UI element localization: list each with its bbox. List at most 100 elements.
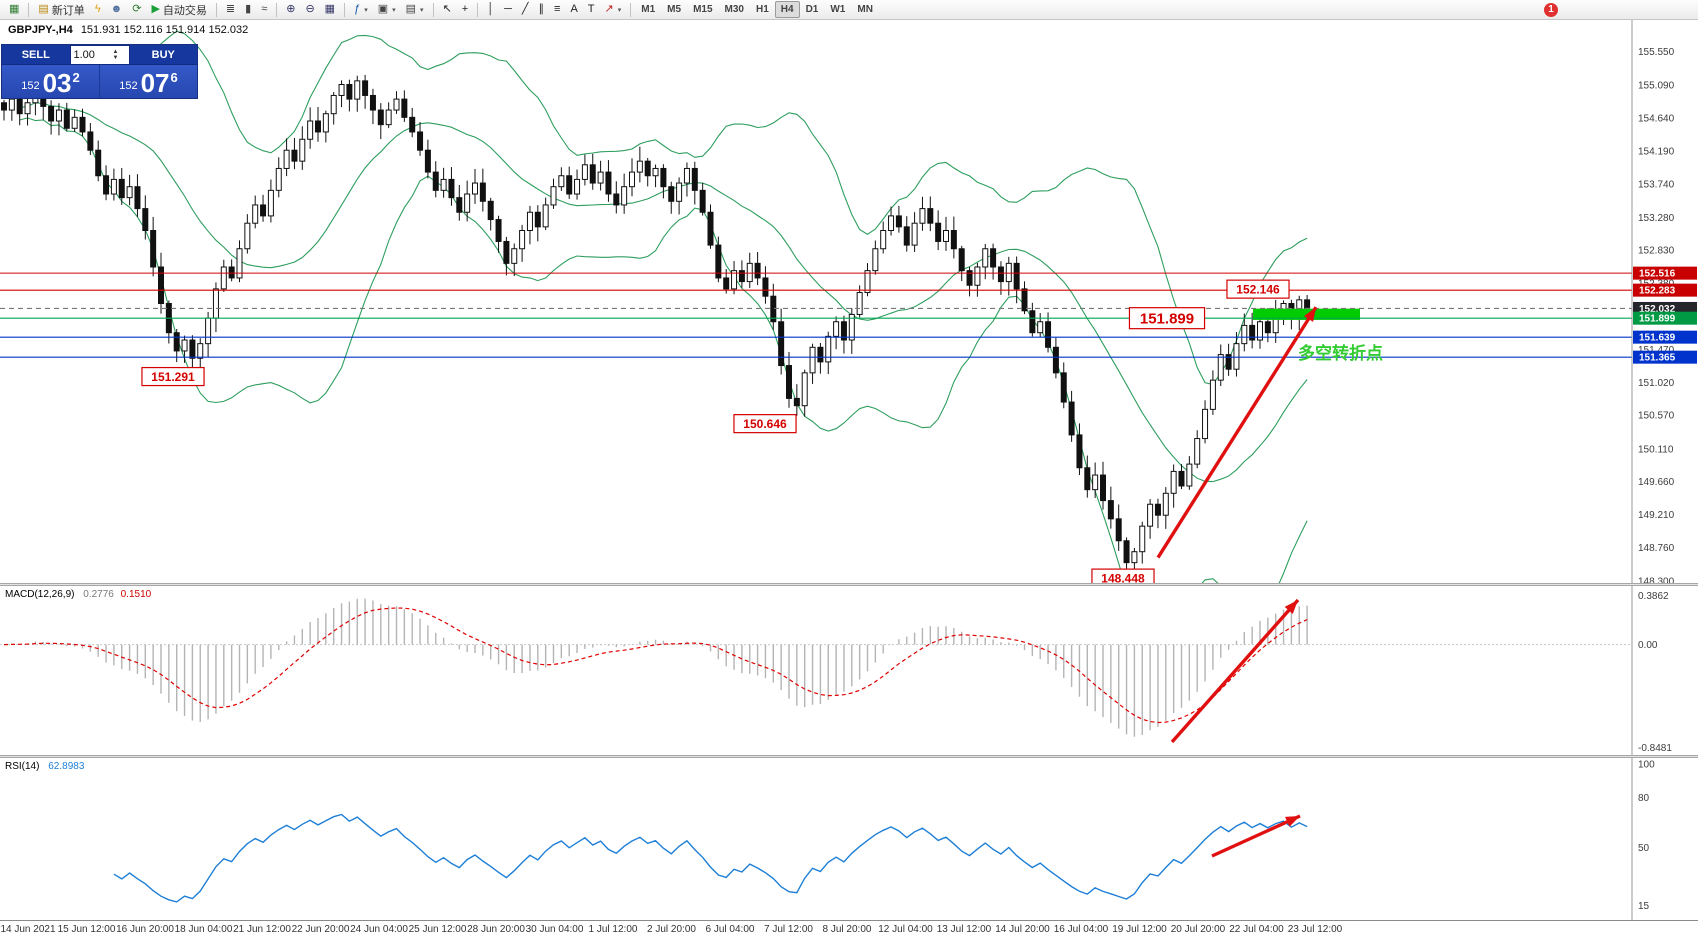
timeframe-H4[interactable]: H4 (774, 1, 800, 18)
macd-canvas[interactable]: 0.3862 0.00 -0.8481 (0, 586, 1698, 755)
time-label: 19 Jul 12:00 (1112, 924, 1167, 935)
timeframe-D1[interactable]: D1 (805, 4, 819, 15)
volume-up-icon[interactable]: ▲ (112, 49, 119, 55)
ohlc-values: 151.931 152.116 151.914 152.032 (80, 24, 249, 36)
notification-badge[interactable]: 1 (1544, 2, 1558, 17)
sell-price-big: 03 (42, 68, 72, 98)
arrow-style-icon[interactable]: ↗ ▾ (600, 1, 627, 18)
buy-price-prefix: 152 (119, 80, 138, 92)
pane-splitter[interactable] (0, 755, 1698, 758)
chart-window-icon[interactable]: ▦ (4, 1, 24, 18)
svg-text:15: 15 (1638, 901, 1650, 912)
timeframe-M5[interactable]: M5 (667, 4, 682, 15)
new-order-button-glyph: ▤ (38, 3, 49, 15)
time-label: 25 Jun 12:00 (408, 924, 467, 935)
svg-text:50: 50 (1638, 843, 1650, 854)
time-label: 28 Jun 20:00 (467, 924, 525, 935)
lightning-icon[interactable]: ϟ (90, 1, 106, 18)
rsi-canvas[interactable]: 100 80 50 15 (0, 758, 1698, 920)
zoom-out-icon[interactable]: ⊖ (300, 1, 319, 18)
svg-text:多空转折点: 多空转折点 (1298, 343, 1383, 363)
timeframe-MN[interactable]: MN (857, 4, 873, 15)
tile-windows-icon[interactable]: ▦ (320, 1, 340, 18)
sell-button[interactable]: SELL (2, 45, 70, 65)
timeframe-W1[interactable]: W1 (830, 4, 846, 15)
time-label: 23 Jul 12:00 (1287, 924, 1343, 935)
time-label: 18 Jun 04:00 (174, 924, 233, 935)
svg-text:150.646: 150.646 (743, 417, 787, 431)
time-label: 12 Jul 04:00 (878, 924, 933, 935)
rsi-name: RSI(14) (5, 761, 40, 772)
time-label: 6 Jul 04:00 (705, 924, 755, 935)
time-label: 13 Jul 12:00 (936, 924, 992, 935)
label-icon[interactable]: T (583, 1, 600, 18)
time-axis[interactable]: 14 Jun 2021 15 Jun 12:00 16 Jun 20:00 18 Ju… (0, 920, 1698, 940)
cursor-icon[interactable]: ↖ (438, 1, 457, 18)
timeframe-M1[interactable]: M1 (641, 4, 656, 15)
candlestick-icon[interactable]: ▮ (240, 1, 256, 18)
timeframe-M30[interactable]: M30 (724, 4, 744, 15)
channel-icon[interactable]: ∥ (534, 1, 550, 18)
svg-text:100: 100 (1638, 760, 1655, 771)
new-order-button[interactable]: ▤ 新订单 (33, 1, 89, 18)
svg-text:152.032: 152.032 (1639, 304, 1676, 315)
templates-button[interactable]: ▤ ▾ (401, 1, 429, 18)
toolbar-separator (477, 2, 479, 17)
time-label: 16 Jun 20:00 (116, 924, 174, 935)
buy-price-sup: 6 (170, 70, 178, 85)
templates-button-glyph: ▤ (405, 3, 417, 15)
svg-text:149.210: 149.210 (1638, 510, 1675, 521)
fibonacci-icon-glyph: ≡ (554, 3, 561, 15)
svg-text:151.899: 151.899 (1639, 314, 1676, 325)
svg-text:0.3862: 0.3862 (1638, 591, 1669, 602)
refresh-icon-glyph: ⟳ (132, 3, 142, 15)
svg-text:154.190: 154.190 (1638, 146, 1675, 157)
macd-main-value: 0.2776 (83, 589, 114, 600)
volume-input[interactable] (70, 46, 113, 64)
toolbar-separator (28, 2, 30, 17)
buy-price[interactable]: 152 07 6 (100, 65, 197, 98)
fibonacci-icon[interactable]: ≡ (549, 1, 565, 18)
auto-trading-button[interactable]: ▶ 自动交易 (146, 1, 211, 18)
timeframe-H1[interactable]: H1 (755, 4, 769, 15)
refresh-icon[interactable]: ⟳ (127, 1, 146, 18)
buy-button[interactable]: BUY (129, 45, 197, 65)
text-icon-glyph: A (570, 3, 578, 15)
svg-text:0.00: 0.00 (1638, 640, 1658, 651)
time-label: 2 Jul 20:00 (647, 924, 696, 935)
lightning-icon-glyph: ϟ (94, 3, 101, 15)
chevron-down-icon: ▾ (392, 6, 396, 14)
zoom-in-icon-glyph: ⊕ (286, 3, 296, 15)
macd-name: MACD(12,26,9) (5, 589, 75, 600)
indicators-button[interactable]: ƒ ▾ (349, 1, 373, 18)
chart-title: GBPJPY-,H4 151.931 152.116 151.914 152.03… (8, 24, 248, 36)
svg-text:154.640: 154.640 (1638, 114, 1675, 125)
zoom-in-icon[interactable]: ⊕ (281, 1, 300, 18)
sell-price[interactable]: 152 03 2 (2, 65, 100, 98)
svg-text:153.740: 153.740 (1638, 179, 1675, 190)
svg-text:152.146: 152.146 (1236, 282, 1280, 296)
svg-text:155.090: 155.090 (1638, 81, 1675, 92)
accounts-icon[interactable]: ☻ (106, 1, 128, 18)
crosshair-icon[interactable]: + (457, 1, 473, 18)
bar-chart-icon[interactable]: ≣ (221, 1, 240, 18)
pane-splitter[interactable] (0, 583, 1698, 586)
line-chart-icon[interactable]: ≈ (256, 1, 272, 18)
zoom-out-icon-glyph: ⊖ (305, 3, 315, 15)
trendline-icon[interactable]: ╱ (517, 1, 534, 18)
volume-stepper[interactable]: ▲ ▼ (69, 45, 130, 65)
vertical-line-icon[interactable]: │ (482, 1, 499, 18)
toolbar-separator (630, 2, 632, 17)
horizontal-line-icon[interactable]: ─ (499, 1, 517, 18)
periods-button[interactable]: ▣ ▾ (373, 1, 401, 18)
macd-signal-value: 0.1510 (120, 589, 152, 600)
svg-text:151.899: 151.899 (1140, 310, 1194, 327)
chevron-down-icon: ▾ (364, 6, 368, 14)
main-chart-canvas[interactable]: 155.550 155.090 154.640 154.190 153.740 153.2… (0, 20, 1698, 583)
svg-text:-0.8481: -0.8481 (1638, 743, 1672, 754)
auto-trading-button-glyph: ▶ (151, 3, 160, 15)
volume-down-icon[interactable]: ▼ (112, 55, 119, 61)
time-label: 8 Jul 20:00 (822, 924, 872, 935)
timeframe-M15[interactable]: M15 (693, 4, 713, 15)
text-icon[interactable]: A (565, 1, 582, 18)
